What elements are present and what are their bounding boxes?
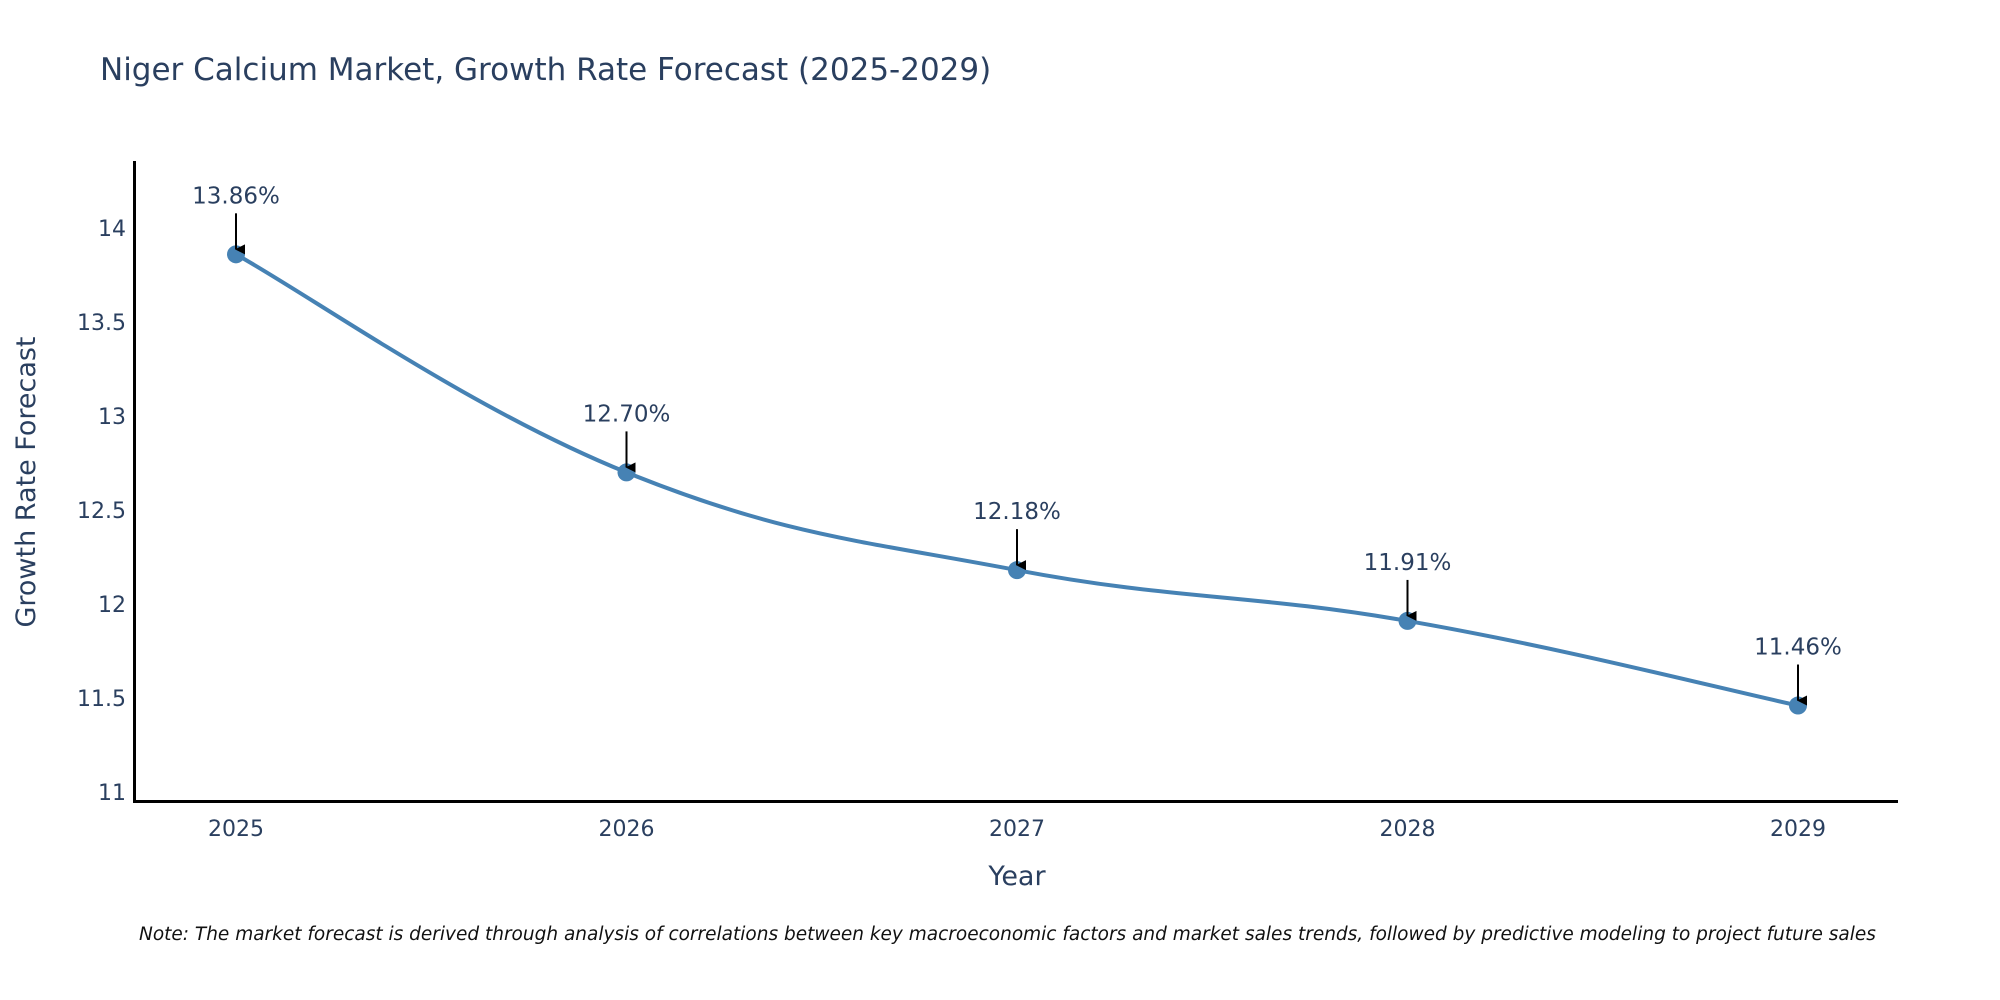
annotation-label: 13.86% — [192, 183, 280, 209]
y-axis-title: Growth Rate Forecast — [11, 336, 42, 627]
x-tick-label: 2027 — [989, 817, 1045, 842]
series-line — [235, 252, 1799, 708]
y-tick-label: 13 — [98, 405, 126, 430]
x-axis-title: Year — [987, 861, 1046, 892]
y-tick-label: 12.5 — [77, 499, 126, 524]
y-tick-label: 12 — [98, 593, 126, 618]
annotation-label: 12.18% — [973, 499, 1061, 525]
y-axis-ticks: 11 11.5 12 12.5 13 13.5 14 — [77, 217, 126, 806]
annotation-label: 11.91% — [1364, 550, 1452, 576]
x-tick-label: 2029 — [1770, 817, 1826, 842]
footnote: Note: The market forecast is derived thr… — [139, 924, 1876, 945]
y-tick-label: 13.5 — [77, 311, 126, 336]
y-tick-label: 11 — [98, 781, 126, 806]
annotation-label: 12.70% — [583, 401, 671, 427]
data-points — [227, 245, 1807, 715]
x-tick-label: 2025 — [208, 817, 264, 842]
y-tick-label: 14 — [98, 217, 126, 242]
x-tick-label: 2028 — [1380, 817, 1436, 842]
x-tick-label: 2026 — [599, 817, 655, 842]
annotation-label: 11.46% — [1754, 635, 1842, 661]
y-tick-label: 11.5 — [77, 687, 126, 712]
data-annotations: 13.86% 12.70% 12.18% 11.91% 11.46% — [192, 183, 1842, 706]
x-axis-ticks: 2025 2026 2027 2028 2029 — [208, 817, 1826, 842]
chart-title: Niger Calcium Market, Growth Rate Foreca… — [100, 52, 991, 88]
